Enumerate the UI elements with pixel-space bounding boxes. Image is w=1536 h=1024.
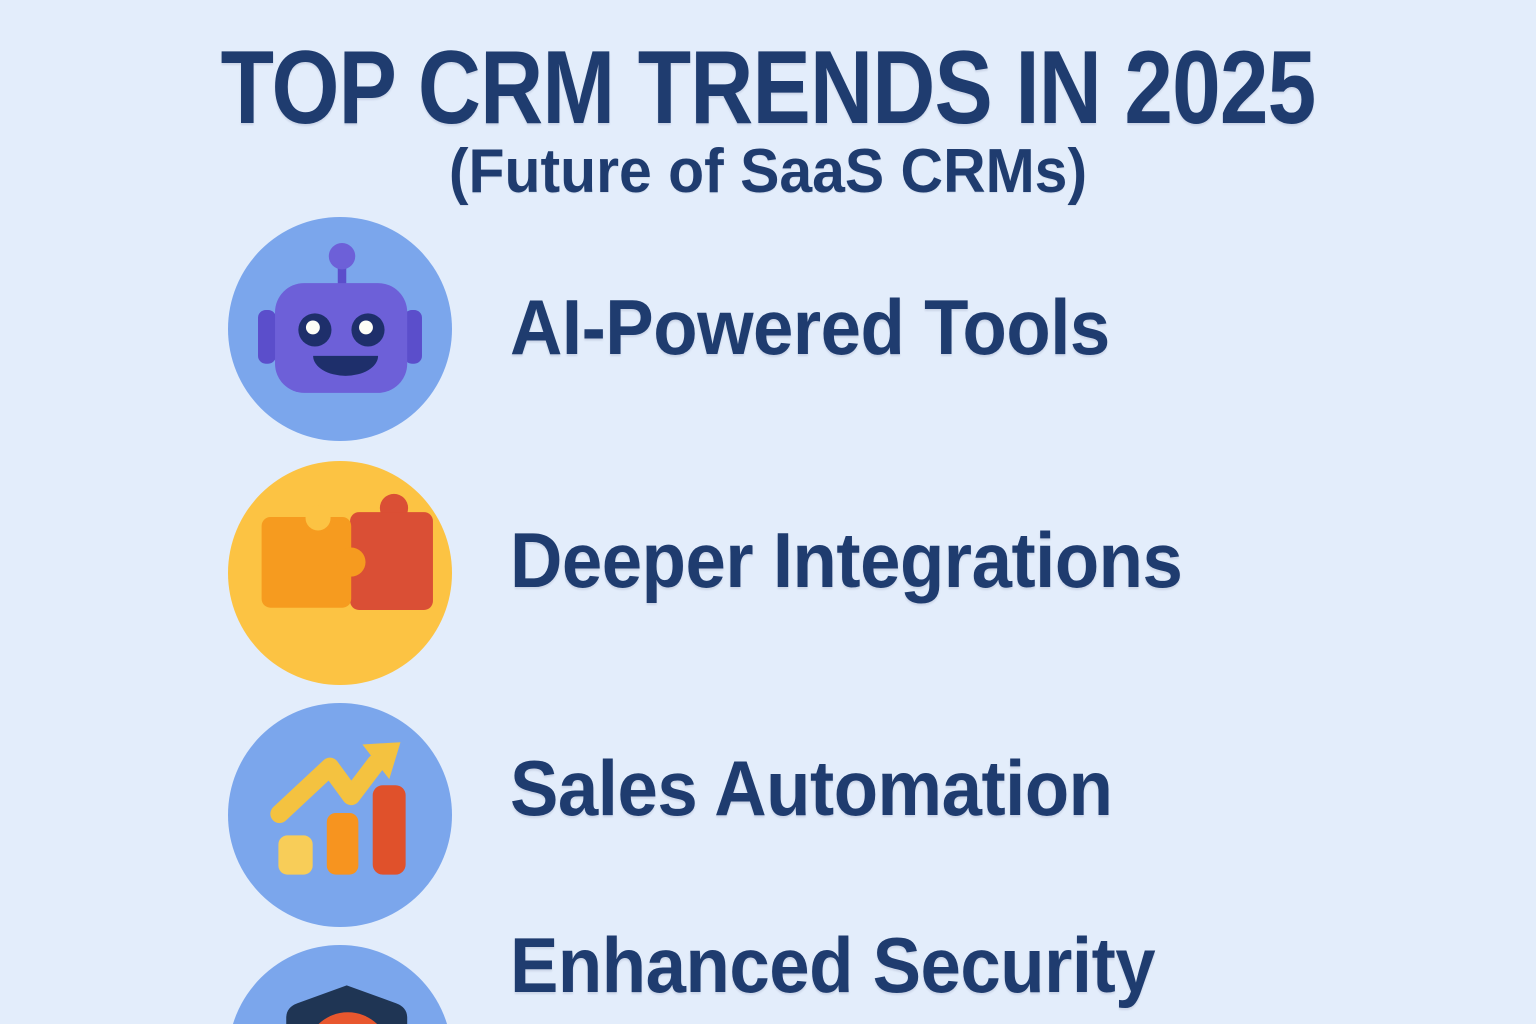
trend-label-sales-automation: Sales Automation bbox=[510, 744, 1113, 832]
enhanced-security-circle bbox=[228, 945, 452, 1024]
page-title: TOP CRM TRENDS IN 2025 bbox=[220, 30, 1317, 146]
ai-powered-tools-circle bbox=[228, 217, 452, 441]
trend-label-ai-powered-tools: AI-Powered Tools bbox=[510, 283, 1110, 371]
growth-chart-icon bbox=[270, 742, 406, 875]
shield-lock-icon bbox=[286, 985, 408, 1024]
trend-label-deeper-integrations: Deeper Integrations bbox=[510, 516, 1183, 604]
sales-automation-circle bbox=[228, 703, 452, 927]
trend-label-enhanced-security: Enhanced Security bbox=[510, 921, 1156, 1009]
page-subtitle: (Future of SaaS CRMs) bbox=[448, 137, 1088, 206]
robot-icon bbox=[258, 242, 422, 393]
puzzle-icon bbox=[261, 493, 433, 610]
deeper-integrations-circle bbox=[228, 461, 452, 685]
